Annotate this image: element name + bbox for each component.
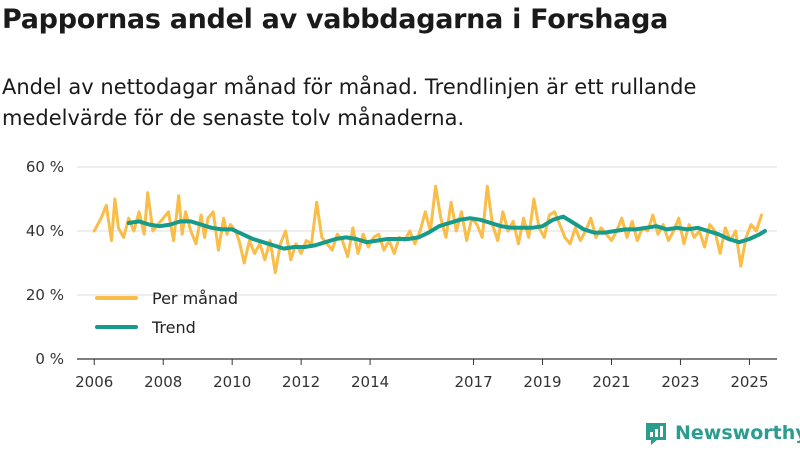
x-tick-label: 2025	[730, 373, 768, 391]
y-tick-label: 60 %	[26, 158, 64, 176]
x-tick-label: 2019	[523, 373, 561, 391]
chart-subtitle: Andel av nettodagar månad för månad. Tre…	[2, 75, 697, 130]
brand-name: Newsworthy	[675, 422, 800, 444]
x-tick-label: 2006	[75, 373, 113, 391]
y-tick-label: 0 %	[35, 350, 64, 368]
y-tick-label: 20 %	[26, 286, 64, 304]
x-tick-label: 2021	[592, 373, 630, 391]
newsworthy-logo-icon	[646, 423, 666, 445]
legend: Per månad Trend	[95, 289, 238, 337]
legend-label-trend: Trend	[151, 318, 196, 337]
x-axis-ticks: 2006 2008 2010 2012 2014 2017 2019 2021 2023 2025	[75, 359, 769, 391]
x-tick-label: 2023	[661, 373, 699, 391]
series-line-trend	[126, 214, 767, 251]
line-chart: 0 % 20 % 40 % 60 % 2006 2008 2010 2012 2014 2017…	[26, 158, 777, 391]
brand-footer: Newsworthy	[644, 420, 800, 446]
x-tick-label: 2010	[213, 373, 251, 391]
series-group	[92, 184, 767, 275]
chart-title: Pappornas andel av vabbdagarna i Forshag…	[2, 4, 669, 35]
x-tick-label: 2008	[144, 373, 182, 391]
y-tick-label: 40 %	[26, 222, 64, 240]
x-tick-label: 2012	[282, 373, 320, 391]
x-tick-label: 2014	[351, 373, 389, 391]
legend-label-per-manad: Per månad	[152, 289, 238, 308]
x-tick-label: 2017	[454, 373, 492, 391]
y-axis-ticks: 0 % 20 % 40 % 60 %	[26, 158, 64, 368]
series-line-per-manad	[92, 184, 763, 275]
